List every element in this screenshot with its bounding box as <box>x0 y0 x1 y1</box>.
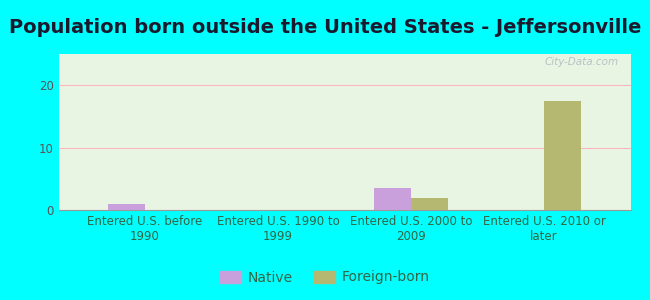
Text: City-Data.com: City-Data.com <box>545 57 619 67</box>
Bar <box>544 101 581 210</box>
Text: Population born outside the United States - Jeffersonville: Population born outside the United State… <box>9 18 641 37</box>
Legend: Native, Foreign-born: Native, Foreign-born <box>214 265 436 290</box>
Bar <box>374 188 411 210</box>
Bar <box>108 204 145 210</box>
Bar <box>411 197 448 210</box>
